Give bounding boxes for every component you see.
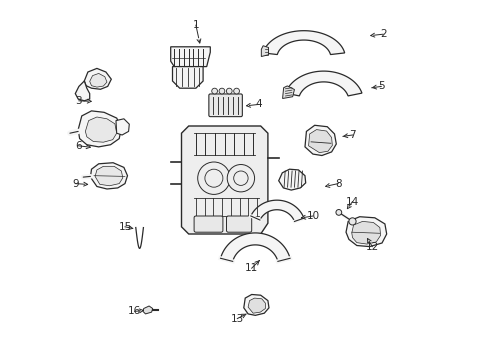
Text: 15: 15 <box>118 222 131 232</box>
Polygon shape <box>172 67 203 88</box>
Circle shape <box>335 210 341 215</box>
Polygon shape <box>116 119 129 135</box>
Text: 3: 3 <box>76 96 82 106</box>
Text: 16: 16 <box>128 306 141 316</box>
Text: 13: 13 <box>230 314 244 324</box>
Polygon shape <box>95 166 122 186</box>
Circle shape <box>211 88 217 94</box>
Circle shape <box>197 162 230 194</box>
Text: 2: 2 <box>379 29 386 39</box>
FancyBboxPatch shape <box>226 216 251 232</box>
Circle shape <box>348 218 355 225</box>
Polygon shape <box>75 81 89 101</box>
Polygon shape <box>90 163 127 189</box>
Polygon shape <box>351 221 380 244</box>
Text: 5: 5 <box>377 81 384 91</box>
Polygon shape <box>142 306 152 314</box>
Text: 14: 14 <box>345 197 358 207</box>
Text: 9: 9 <box>72 179 79 189</box>
Polygon shape <box>244 294 268 315</box>
Text: 10: 10 <box>305 211 319 221</box>
Text: 8: 8 <box>334 179 341 189</box>
Polygon shape <box>170 47 210 67</box>
Polygon shape <box>305 125 336 156</box>
Polygon shape <box>250 200 304 221</box>
Polygon shape <box>308 130 332 153</box>
Polygon shape <box>84 68 111 89</box>
Circle shape <box>227 165 254 192</box>
Polygon shape <box>78 111 121 147</box>
Polygon shape <box>247 298 265 313</box>
Text: 6: 6 <box>75 141 81 151</box>
Polygon shape <box>181 126 267 234</box>
Text: 7: 7 <box>348 130 355 140</box>
FancyBboxPatch shape <box>194 216 223 232</box>
Polygon shape <box>220 233 289 261</box>
Polygon shape <box>89 73 107 87</box>
Text: 11: 11 <box>244 263 258 273</box>
FancyBboxPatch shape <box>208 94 242 117</box>
Polygon shape <box>282 86 294 99</box>
Circle shape <box>233 88 239 94</box>
Polygon shape <box>85 117 117 142</box>
Text: 1: 1 <box>192 20 199 30</box>
Text: 4: 4 <box>255 99 262 109</box>
Polygon shape <box>263 31 344 55</box>
Circle shape <box>219 88 224 94</box>
Circle shape <box>226 88 232 94</box>
Polygon shape <box>346 217 386 247</box>
Text: 12: 12 <box>365 242 378 252</box>
Polygon shape <box>285 71 361 96</box>
Polygon shape <box>261 46 268 57</box>
Polygon shape <box>278 169 305 190</box>
